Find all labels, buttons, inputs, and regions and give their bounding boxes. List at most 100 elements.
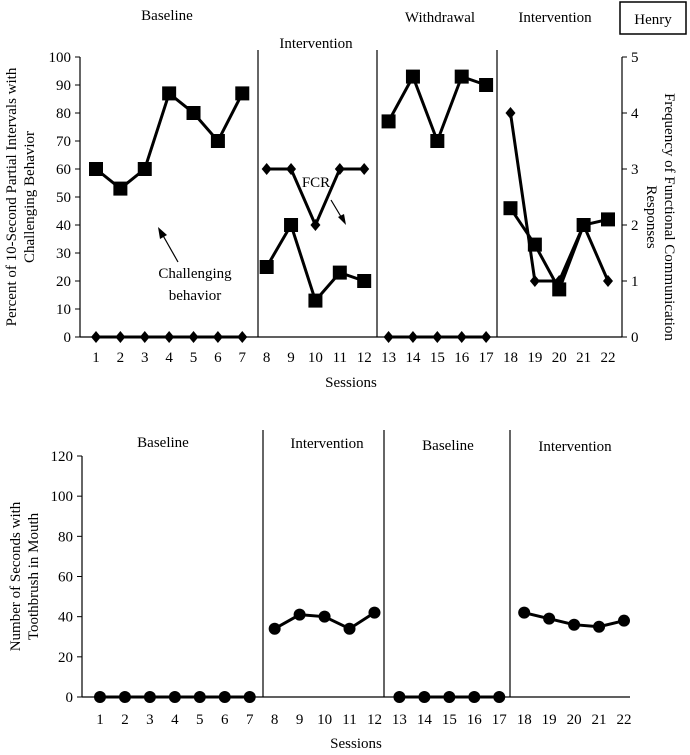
y-tick-label: 50 <box>56 190 71 206</box>
data-point-diamond <box>139 331 150 343</box>
series-line-square <box>265 221 365 304</box>
x-tick-label: 12 <box>367 712 382 728</box>
x-tick-label: 13 <box>392 712 407 728</box>
data-point-square <box>357 274 372 288</box>
data-point-square <box>332 265 347 280</box>
data-point-diamond <box>286 163 297 175</box>
data-point-circle <box>443 691 456 703</box>
data-point-diamond <box>310 219 321 231</box>
data-point-diamond <box>432 331 443 343</box>
data-point-diamond <box>261 163 272 175</box>
x-tick-label: 9 <box>296 712 304 728</box>
y-tick-label: 120 <box>51 449 74 465</box>
y2-tick-label: 3 <box>631 162 639 178</box>
x-tick-label: 1 <box>92 350 100 366</box>
x-tick-label: 5 <box>190 350 198 366</box>
y-tick-label: 90 <box>56 78 71 94</box>
x-tick-label: 17 <box>479 350 495 366</box>
y2-axis-label: Frequency of Functional Communication <box>661 93 677 341</box>
data-point-diamond <box>91 331 101 343</box>
data-point-circle <box>193 691 206 703</box>
x-tick-label: 8 <box>263 350 271 366</box>
x-tick-label: 18 <box>517 712 532 728</box>
phase-label: Intervention <box>279 36 353 52</box>
x-tick-label: 20 <box>552 350 567 366</box>
data-point-square <box>186 106 201 120</box>
phase-label: Withdrawal <box>405 10 475 26</box>
data-point-diamond <box>505 107 516 119</box>
arrow-head <box>158 227 167 239</box>
x-tick-label: 11 <box>333 350 347 366</box>
x-tick-label: 16 <box>467 712 483 728</box>
data-point-circle <box>168 691 181 703</box>
x-tick-label: 10 <box>317 712 332 728</box>
y-tick-label: 20 <box>56 274 71 290</box>
x-tick-label: 13 <box>381 350 396 366</box>
x-tick-label: 5 <box>196 712 204 728</box>
x-tick-label: 8 <box>271 712 279 728</box>
y2-tick-label: 4 <box>631 106 639 122</box>
x-tick-label: 3 <box>141 350 149 366</box>
x-tick-label: 21 <box>576 350 591 366</box>
y2-axis-label: Responses <box>643 185 659 248</box>
x-tick-label: 7 <box>239 350 247 366</box>
y2-tick-label: 2 <box>631 218 639 234</box>
y-tick-label: 40 <box>56 218 71 234</box>
data-point-circle <box>618 614 630 627</box>
annotation-arrow <box>160 231 179 263</box>
phase-label: Baseline <box>137 435 189 451</box>
x-tick-label: 16 <box>454 350 470 366</box>
data-point-circle <box>218 691 231 703</box>
data-point-square <box>259 260 274 274</box>
data-point-circle <box>343 622 356 635</box>
data-point-diamond <box>407 331 418 343</box>
y-axis-label: Challenging Behavior <box>22 131 38 263</box>
data-point-diamond <box>164 331 175 343</box>
data-point-circle <box>293 608 306 621</box>
data-point-circle <box>268 622 281 635</box>
data-point-circle <box>94 691 106 703</box>
annotation-challenging-behavior: behavior <box>169 288 221 304</box>
data-point-diamond <box>456 331 467 343</box>
x-tick-label: 14 <box>405 350 421 366</box>
data-point-square <box>454 69 469 84</box>
y-tick-label: 80 <box>58 529 73 545</box>
data-point-circle <box>568 618 581 631</box>
y-tick-label: 100 <box>51 489 74 505</box>
data-point-square <box>601 212 615 227</box>
x-tick-label: 4 <box>171 712 179 728</box>
y-tick-label: 0 <box>66 690 74 706</box>
data-point-circle <box>418 691 431 703</box>
x-tick-label: 19 <box>527 350 542 366</box>
x-axis-label: Sessions <box>330 736 382 752</box>
data-point-diamond <box>334 163 345 175</box>
data-point-circle <box>318 610 331 623</box>
x-tick-label: 6 <box>221 712 229 728</box>
x-tick-label: 15 <box>442 712 457 728</box>
x-tick-label: 22 <box>617 712 632 728</box>
y-tick-label: 70 <box>56 134 71 150</box>
x-tick-label: 20 <box>567 712 582 728</box>
x-tick-label: 21 <box>592 712 607 728</box>
arrow-head <box>338 214 346 225</box>
data-point-circle <box>118 691 131 703</box>
data-point-circle <box>368 606 381 619</box>
data-point-square <box>89 162 103 176</box>
y-tick-label: 20 <box>58 650 73 666</box>
data-point-diamond <box>554 275 565 287</box>
y-tick-label: 80 <box>56 106 71 122</box>
y-tick-label: 0 <box>64 330 72 346</box>
x-tick-label: 4 <box>165 350 173 366</box>
data-point-diamond <box>212 331 223 343</box>
phase-label: Intervention <box>518 10 592 26</box>
participant-box <box>619 1 687 35</box>
data-point-square <box>503 201 518 216</box>
data-point-square <box>137 162 152 176</box>
annotation-challenging-behavior: Challenging <box>158 266 232 282</box>
data-point-square <box>405 69 420 84</box>
data-point-diamond <box>603 275 613 287</box>
x-tick-label: 2 <box>117 350 125 366</box>
data-point-diamond <box>188 331 199 343</box>
y-tick-label: 100 <box>49 50 72 66</box>
